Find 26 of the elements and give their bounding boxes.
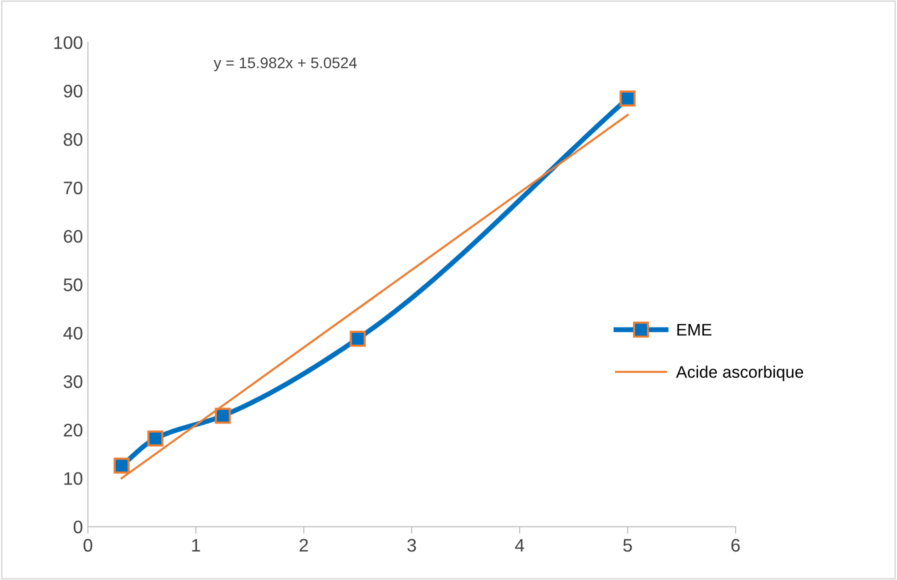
x-tick-label: 3 xyxy=(407,538,416,552)
x-tick-label: 5 xyxy=(623,539,632,552)
y-tick-label: 0 xyxy=(74,520,82,534)
y-tick-label: 50 xyxy=(64,278,82,292)
x-tick-label: 6 xyxy=(731,538,740,552)
y-tick-label: 30 xyxy=(64,375,82,388)
x-tick-label: 2 xyxy=(300,538,308,552)
x-tick-label: 1 xyxy=(192,539,200,552)
y-tick-label: 10 xyxy=(64,472,82,485)
y-tick-label: 60 xyxy=(64,230,82,243)
point xyxy=(214,408,231,424)
point xyxy=(350,330,366,347)
y-tick-label: 40 xyxy=(63,326,82,340)
legend-label: Acide ascorbique xyxy=(676,366,804,382)
x-tick-label: 4 xyxy=(515,539,524,552)
y-tick-label: 90 xyxy=(64,84,82,98)
legend-label: EME xyxy=(677,324,712,336)
y-tick-label: 100 xyxy=(54,36,82,50)
point xyxy=(620,90,636,107)
x-tick-label: 0 xyxy=(84,538,92,552)
y-tick-label: 70 xyxy=(64,182,82,194)
point xyxy=(147,430,164,446)
annotation: y = 15.982x + 5.0524 xyxy=(214,57,357,72)
y-tick-label: 20 xyxy=(64,424,82,436)
y-tick-label: 80 xyxy=(64,133,82,146)
point xyxy=(114,458,130,474)
